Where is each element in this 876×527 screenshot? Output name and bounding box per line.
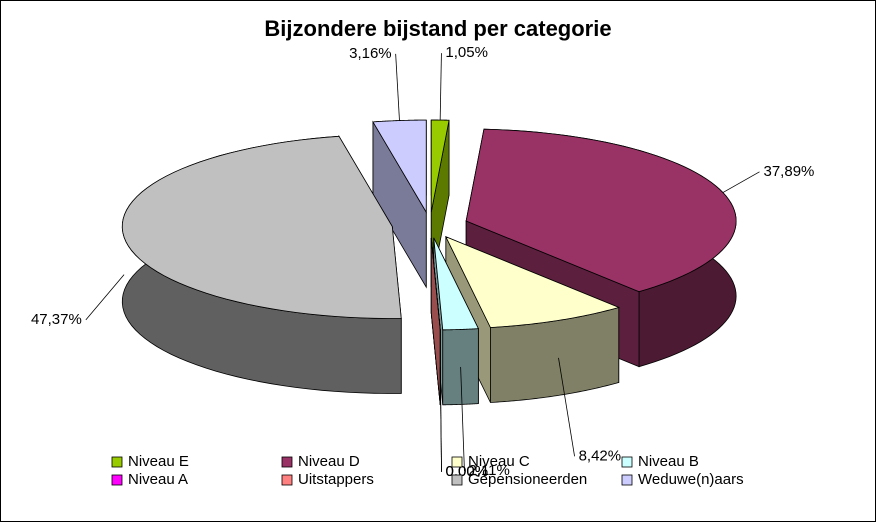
data-label: 2,11% (468, 462, 509, 479)
leader-line (85, 274, 125, 321)
legend-swatch (281, 474, 293, 486)
chart-title: Bijzondere bijstand per categorie (264, 16, 611, 41)
legend-swatch (621, 474, 633, 486)
slice-top (121, 135, 402, 319)
legend-swatch (281, 456, 293, 468)
legend-label: Uitstappers (298, 471, 374, 488)
legend-swatch (621, 456, 633, 468)
data-label: 37,89% (764, 163, 815, 180)
leader-line (439, 367, 442, 472)
data-label: 1,05% (445, 44, 488, 61)
legend-swatch (451, 474, 463, 486)
leader-line (460, 366, 465, 472)
legend-label: Niveau D (298, 453, 360, 470)
leader-line (722, 171, 760, 193)
legend-label: Gepensioneerden (468, 471, 587, 488)
legend-label: Niveau A (128, 471, 188, 488)
legend-swatch (111, 456, 123, 468)
leader-line (395, 53, 400, 121)
leader-line (558, 357, 575, 457)
legend-label: Weduwe(n)aars (638, 471, 744, 488)
slice-tops (121, 119, 737, 331)
data-label: 47,37% (31, 311, 82, 328)
legend-swatch (111, 474, 123, 486)
leader-line (439, 53, 442, 121)
slice-top (372, 119, 427, 214)
slice-top (430, 119, 450, 213)
legend-swatch (451, 456, 463, 468)
data-label: 8,42% (579, 447, 622, 464)
legend-label: Niveau C (468, 453, 530, 470)
slice-top (445, 235, 620, 328)
slice-side (442, 328, 479, 406)
legend-label: Niveau B (638, 453, 699, 470)
slice-top (433, 237, 479, 331)
data-label: 3,16% (349, 45, 392, 62)
legend-label: Niveau E (128, 453, 189, 470)
